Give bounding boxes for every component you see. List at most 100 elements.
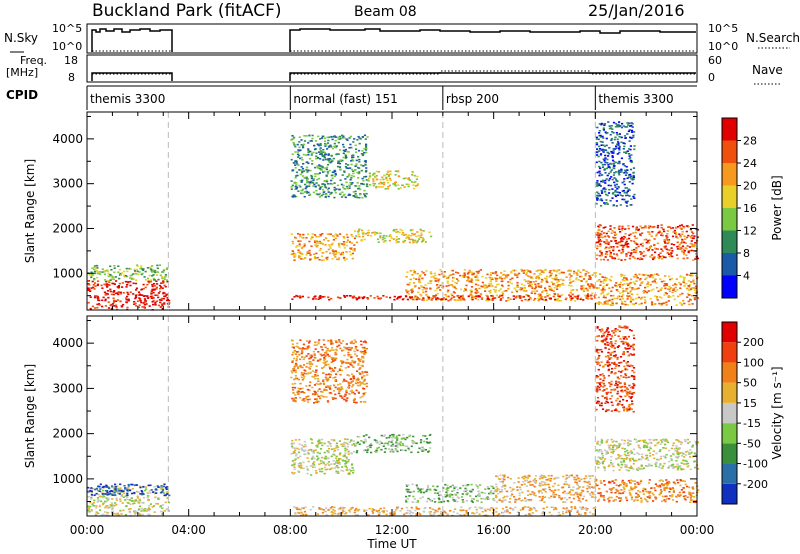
range-gate-cell [90,494,93,496]
range-gate-cell [587,272,590,274]
range-gate-cell [94,268,97,270]
range-gate-cell [302,233,305,236]
range-gate-cell [562,271,566,274]
range-gate-cell [410,296,413,298]
range-gate-cell [534,482,537,484]
range-gate-cell [557,489,560,491]
range-gate-cell [345,258,348,260]
range-gate-cell [296,153,300,156]
range-gate-cell [624,466,627,468]
range-gate-cell [526,294,529,296]
range-gate-cell [152,269,155,271]
range-gate-cell [159,287,162,290]
range-gate-cell [333,142,336,145]
range-gate-cell [520,484,523,486]
range-gate-cell [356,450,359,452]
range-gate-cell [610,240,613,242]
range-gate-cell [522,480,525,483]
range-gate-cell [91,505,94,507]
range-gate-cell [402,241,405,243]
range-gate-cell [675,278,678,280]
range-gate-cell [406,298,409,301]
range-gate-cell [106,507,109,509]
range-gate-cell [629,282,632,284]
range-gate-cell [506,495,509,498]
range-gate-cell [529,480,532,483]
range-gate-cell [605,239,608,241]
range-gate-cell [502,497,505,499]
range-gate-cell [327,296,330,298]
range-gate-cell [679,236,682,238]
range-gate-cell [657,256,660,258]
range-gate-cell [348,472,351,474]
range-gate-cell [494,277,497,279]
range-gate-cell [298,154,301,157]
range-gate-cell [575,488,578,490]
range-gate-cell [463,299,466,301]
range-gate-cell [671,277,674,280]
range-gate-cell [96,280,100,282]
range-gate-cell [533,273,536,275]
range-gate-cell [292,447,295,449]
range-gate-cell [115,308,119,311]
range-gate-cell [144,486,147,488]
range-gate-cell [598,165,601,168]
nsearch-tick-bottom: 10^0 [708,40,738,53]
range-gate-cell [689,449,692,451]
range-gate-cell [310,450,314,453]
range-gate-cell [625,464,628,466]
range-gate-cell [621,225,624,228]
range-gate-cell [335,444,338,447]
range-gate-cell [505,300,508,302]
range-gate-cell [623,244,626,247]
range-gate-cell [307,151,310,154]
range-gate-cell [404,449,407,452]
range-gate-cell [339,138,342,140]
range-gate-cell [379,178,382,181]
range-gate-cell [627,225,630,227]
range-gate-cell [686,236,689,239]
range-gate-cell [290,452,293,455]
range-gate-cell [362,442,366,444]
range-gate-cell [676,289,679,291]
range-gate-cell [310,238,313,240]
range-gate-cell [667,253,671,255]
range-gate-cell [411,501,414,503]
range-gate-cell [119,300,122,303]
range-gate-cell [692,259,695,261]
range-gate-cell [96,283,100,286]
range-gate-cell [355,163,358,165]
range-gate-cell [453,292,456,294]
range-gate-cell [315,245,318,248]
range-gate-cell [596,126,599,129]
range-gate-cell [333,145,336,148]
range-gate-cell [495,495,498,498]
range-gate-cell [105,284,108,287]
range-gate-cell [339,233,342,235]
range-gate-cell [503,474,506,477]
range-gate-cell [615,282,618,284]
range-gate-cell [596,150,599,153]
range-gate-cell [605,199,608,201]
range-gate-cell [332,460,335,462]
range-gate-cell [422,297,425,299]
range-gate-cell [448,496,451,498]
range-gate-cell [611,159,615,162]
range-gate-cell [523,287,527,289]
range-gate-cell [354,196,357,198]
range-gate-cell [568,294,571,296]
range-gate-cell [646,283,649,285]
range-gate-cell [138,502,141,504]
range-gate-cell [367,179,370,181]
range-gate-cell [598,145,601,148]
range-gate-cell [302,467,305,470]
range-gate-cell [507,284,510,287]
range-gate-cell [141,501,144,504]
range-gate-cell [602,150,605,153]
range-gate-cell [363,176,366,178]
range-gate-cell [412,269,415,272]
range-gate-cell [638,458,641,461]
range-gate-cell [605,232,608,235]
range-gate-cell [113,305,116,307]
range-gate-cell [429,271,432,273]
